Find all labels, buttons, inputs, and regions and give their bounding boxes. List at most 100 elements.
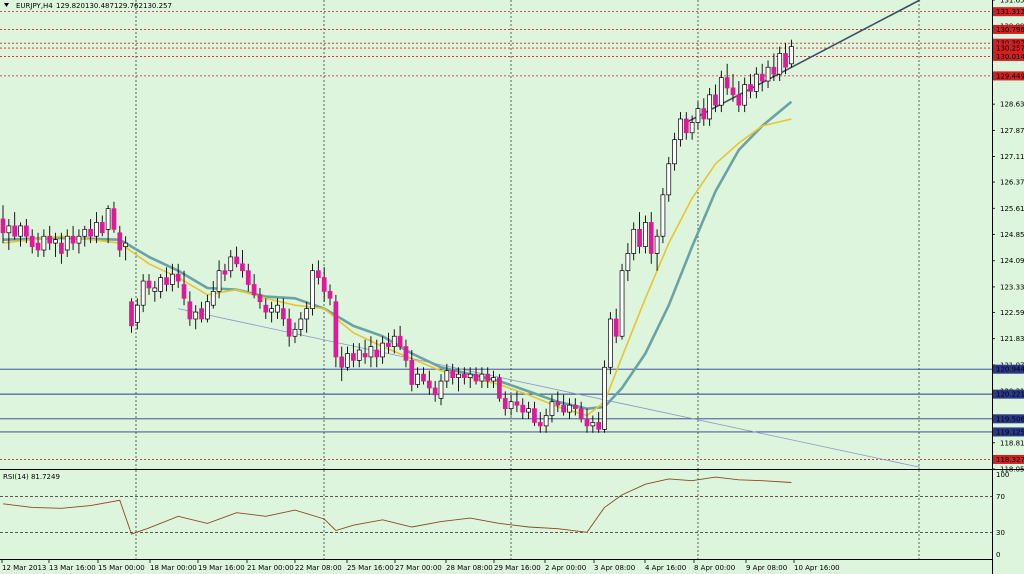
- candle: [590, 415, 596, 433]
- candle: [491, 370, 496, 388]
- candle: [713, 84, 718, 113]
- price-level-tag: [993, 414, 1024, 424]
- time-axis-label: 28 Mar 08:00: [446, 564, 493, 572]
- price-axis-label: 124.850: [1000, 231, 1024, 239]
- candle-body: [561, 404, 566, 413]
- candle: [426, 370, 432, 395]
- candle: [374, 339, 380, 368]
- candle: [181, 270, 187, 306]
- price-level-tag: [993, 427, 1024, 437]
- candle-body: [59, 242, 64, 254]
- candle: [613, 308, 619, 344]
- price-level-tag-label: 119.506: [996, 415, 1024, 423]
- candle: [228, 250, 234, 278]
- candle-body: [613, 318, 619, 337]
- rsi-pane: RSI(14) 81.7249: [0, 470, 992, 559]
- candle-body: [193, 311, 199, 320]
- candle-body: [526, 408, 531, 413]
- candle-body: [584, 418, 590, 427]
- candle-body: [637, 228, 642, 247]
- candle-body: [304, 308, 310, 320]
- rsi-levels: [0, 496, 992, 533]
- candle-body: [643, 222, 648, 247]
- rsi-title: RSI(14) 81.7249: [3, 473, 60, 481]
- rsi-axis-label: 70: [996, 493, 1005, 501]
- candle: [59, 232, 64, 264]
- candle-body: [99, 222, 105, 234]
- candle: [759, 63, 765, 92]
- time-axis-label: 10 Apr 16:00: [794, 564, 840, 572]
- candle-body: [82, 228, 88, 237]
- candle-body: [555, 401, 561, 406]
- candle-body: [24, 225, 29, 237]
- candle-body: [316, 270, 321, 278]
- candle: [467, 367, 473, 388]
- rsi-axis: 100 70 30 0: [996, 471, 1009, 559]
- candle-body: [602, 366, 607, 430]
- candle-body: [199, 308, 204, 320]
- candle: [64, 229, 70, 257]
- candle-body: [170, 273, 175, 285]
- candle: [292, 322, 298, 344]
- candle: [578, 401, 584, 423]
- candle-body: [549, 401, 555, 416]
- candle: [584, 408, 590, 433]
- candle-body: [444, 370, 450, 382]
- candle: [245, 263, 251, 292]
- price-axis-label: 124.090: [1000, 257, 1024, 265]
- time-axis[interactable]: 12 Mar 2013 13 Mar 16:00 15 Mar 00:00 18 Ma…: [1, 559, 840, 572]
- price-levels: [0, 11, 992, 460]
- price-axis[interactable]: 131.650130.890128.630127.870127.110126.3…: [992, 0, 1024, 474]
- candle-body: [707, 94, 712, 120]
- candle: [625, 243, 631, 282]
- candle-body: [205, 301, 210, 320]
- ohlc-open: 129.820: [56, 2, 85, 10]
- candle-body: [70, 235, 76, 244]
- price-axis-label: 122.590: [1000, 309, 1024, 317]
- candle-body: [415, 373, 420, 385]
- candle-body: [456, 373, 461, 378]
- candle: [409, 350, 415, 392]
- candle: [29, 229, 35, 254]
- candle: [456, 367, 461, 392]
- candle-body: [409, 360, 415, 385]
- candle-body: [648, 222, 654, 254]
- candle: [53, 232, 58, 257]
- candle: [666, 156, 672, 202]
- candle-body: [590, 422, 596, 427]
- candle: [643, 215, 648, 254]
- candle: [596, 412, 602, 433]
- symbol-dropdown-icon[interactable]: [4, 3, 9, 7]
- candle: [508, 394, 514, 416]
- candle-body: [380, 342, 385, 358]
- candle-body: [29, 235, 35, 247]
- candle: [345, 346, 350, 371]
- candle: [304, 301, 310, 333]
- price-level-tag: [993, 364, 1024, 374]
- price-level-tag-label: 131.312: [996, 8, 1024, 16]
- candle: [485, 367, 491, 388]
- candle-body: [386, 342, 391, 347]
- candle: [88, 218, 93, 244]
- candle-body: [543, 415, 549, 427]
- price-level-tag-label: 120.944: [996, 366, 1024, 374]
- candle: [736, 81, 742, 113]
- candle-body: [683, 118, 689, 134]
- candle: [0, 205, 6, 244]
- candle: [123, 236, 128, 261]
- candle: [648, 212, 654, 264]
- candle: [70, 225, 76, 251]
- candle-body: [94, 222, 99, 237]
- candle: [199, 301, 204, 323]
- candle-body: [742, 84, 748, 106]
- candle-body: [129, 301, 134, 327]
- candle-body: [625, 253, 631, 272]
- ohlc-close: 130.257: [143, 2, 172, 10]
- candle: [24, 218, 29, 244]
- candle-body: [146, 280, 152, 289]
- candle-body: [47, 235, 53, 244]
- trendline: [178, 308, 920, 468]
- price-axis-label: 121.830: [1000, 335, 1024, 343]
- candle: [631, 222, 637, 261]
